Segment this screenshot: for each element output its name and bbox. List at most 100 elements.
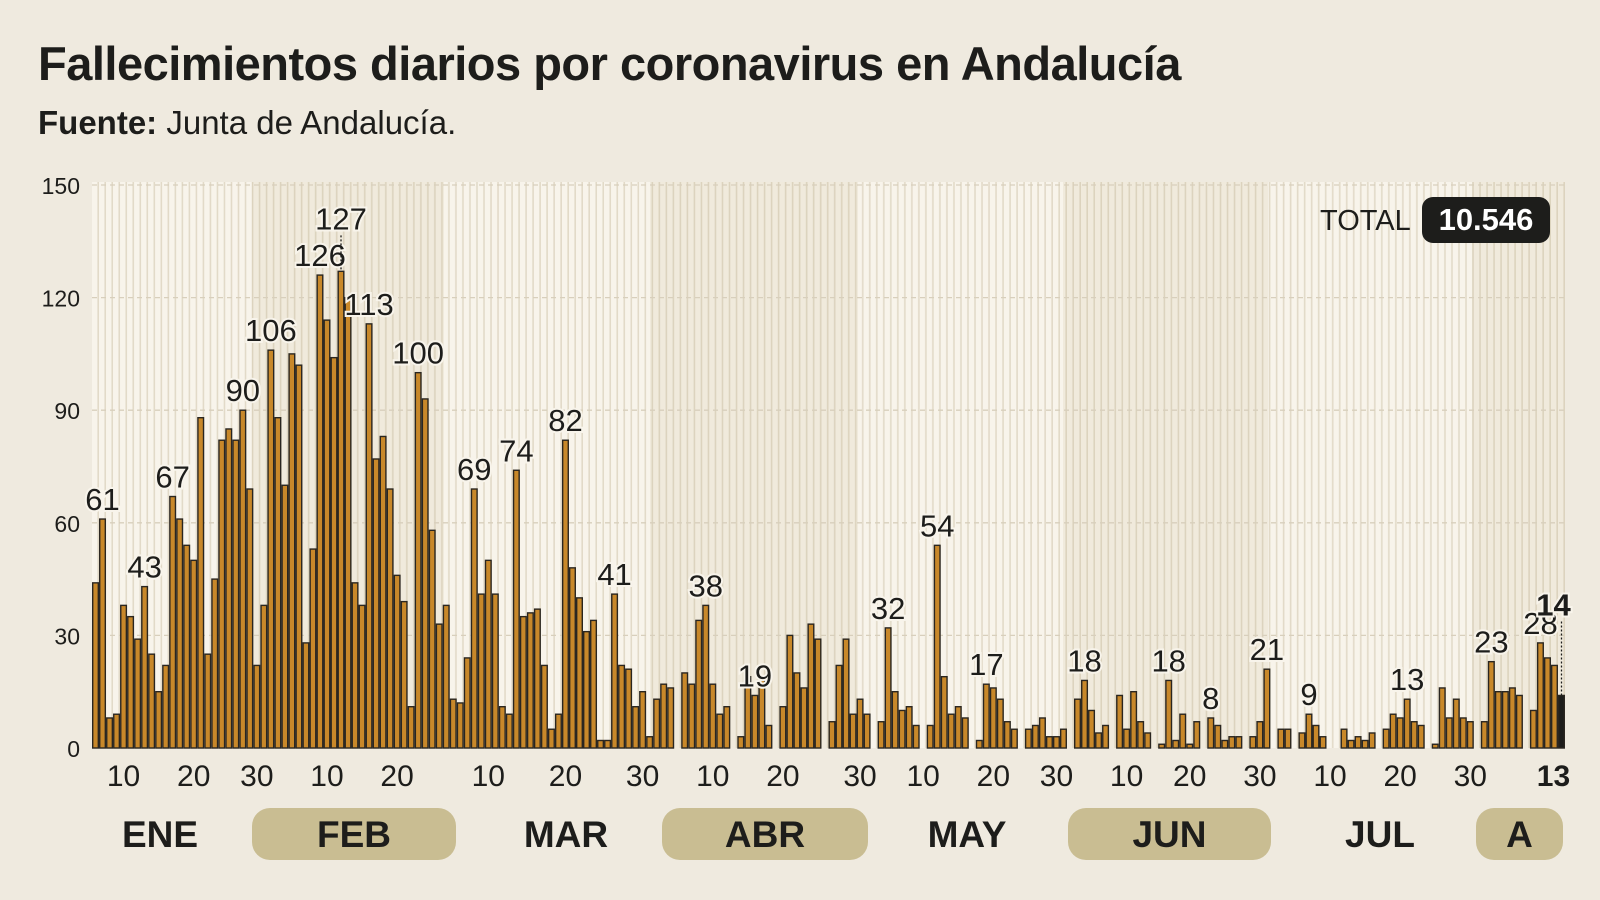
bar xyxy=(393,574,401,749)
bar xyxy=(884,627,892,749)
x-tick-label: 30 xyxy=(626,760,659,793)
bar xyxy=(1088,709,1096,749)
bar xyxy=(1410,721,1418,749)
bar xyxy=(449,698,457,749)
bar xyxy=(1319,736,1327,749)
bar xyxy=(716,713,724,749)
bar xyxy=(1557,694,1565,749)
bar xyxy=(414,371,422,749)
x-tick-label: 30 xyxy=(240,760,273,793)
bar xyxy=(751,694,759,749)
bar xyxy=(842,638,850,749)
bar xyxy=(1263,668,1271,749)
data-label: 126 xyxy=(294,238,346,273)
bar xyxy=(456,702,464,749)
data-label: 41 xyxy=(597,557,631,592)
bar xyxy=(407,706,415,749)
month-label-may: MAY xyxy=(927,814,1007,855)
x-tick-label: 20 xyxy=(380,760,413,793)
bar xyxy=(379,435,387,749)
bar xyxy=(1305,713,1313,749)
bar xyxy=(1038,717,1046,749)
bar xyxy=(982,683,990,749)
bar xyxy=(575,597,584,749)
bar xyxy=(365,323,373,749)
x-tick-label: 30 xyxy=(1040,760,1073,793)
data-label: 38 xyxy=(689,568,723,603)
bar xyxy=(1396,717,1404,749)
bar xyxy=(632,706,640,749)
bar xyxy=(989,687,997,749)
y-tick-label: 30 xyxy=(54,623,80,649)
bar xyxy=(1010,728,1018,749)
month-label-mar: MAR xyxy=(523,814,609,855)
bar xyxy=(681,672,689,749)
bar xyxy=(1403,698,1411,749)
x-tick-label: 10 xyxy=(107,760,140,793)
data-label: 54 xyxy=(920,508,954,543)
bar xyxy=(639,691,647,749)
y-tick-label: 150 xyxy=(42,173,80,199)
month-band xyxy=(1063,182,1268,748)
bar xyxy=(421,398,429,749)
bar xyxy=(1487,660,1495,749)
bar xyxy=(1214,724,1222,749)
bar xyxy=(1340,728,1348,749)
data-label: 43 xyxy=(127,550,161,585)
bar xyxy=(505,713,513,749)
bar xyxy=(1059,728,1067,749)
bar xyxy=(1543,657,1551,749)
bar xyxy=(442,604,450,749)
bar xyxy=(1130,691,1138,749)
bar xyxy=(702,604,710,749)
bar xyxy=(1298,732,1306,749)
data-label: 21 xyxy=(1250,632,1284,667)
bar xyxy=(800,687,808,749)
bar xyxy=(323,319,331,749)
x-tick-label: 30 xyxy=(843,760,876,793)
data-label: 9 xyxy=(1300,677,1317,712)
bar xyxy=(1312,724,1320,749)
bar xyxy=(91,582,100,749)
data-label: 28 xyxy=(1523,606,1557,641)
bar xyxy=(554,713,562,749)
bar xyxy=(947,713,955,749)
bar xyxy=(618,664,626,749)
bar xyxy=(218,439,226,749)
bar xyxy=(526,612,534,749)
bar xyxy=(386,488,394,749)
bar xyxy=(120,604,128,749)
bar xyxy=(597,739,605,749)
bar xyxy=(1277,728,1285,749)
data-label: 18 xyxy=(1067,643,1101,678)
data-label: 13 xyxy=(1390,662,1424,697)
bar xyxy=(1221,739,1229,749)
bar xyxy=(498,706,506,749)
x-tick-label: 20 xyxy=(766,760,799,793)
bar xyxy=(1347,739,1355,749)
total-value-badge: 10.546 xyxy=(1422,197,1550,243)
bar xyxy=(1445,717,1453,749)
bar xyxy=(1480,721,1488,749)
bar xyxy=(99,518,107,749)
bar xyxy=(1144,732,1152,749)
bar xyxy=(1186,743,1194,749)
y-tick-label: 90 xyxy=(54,398,80,424)
bar xyxy=(211,578,219,749)
bar xyxy=(197,417,205,749)
bar xyxy=(127,615,135,749)
bar xyxy=(113,713,121,749)
bar xyxy=(400,600,408,749)
bar xyxy=(148,653,156,749)
bar xyxy=(183,544,191,749)
bar xyxy=(274,417,282,749)
x-tick-label: 20 xyxy=(177,760,210,793)
bar xyxy=(1466,721,1474,749)
bar xyxy=(155,691,163,749)
y-tick-label: 120 xyxy=(42,286,80,312)
bar xyxy=(1172,739,1180,749)
bar xyxy=(519,615,527,749)
bar xyxy=(1368,732,1376,749)
month-band xyxy=(1472,182,1565,748)
month-band xyxy=(650,182,858,748)
